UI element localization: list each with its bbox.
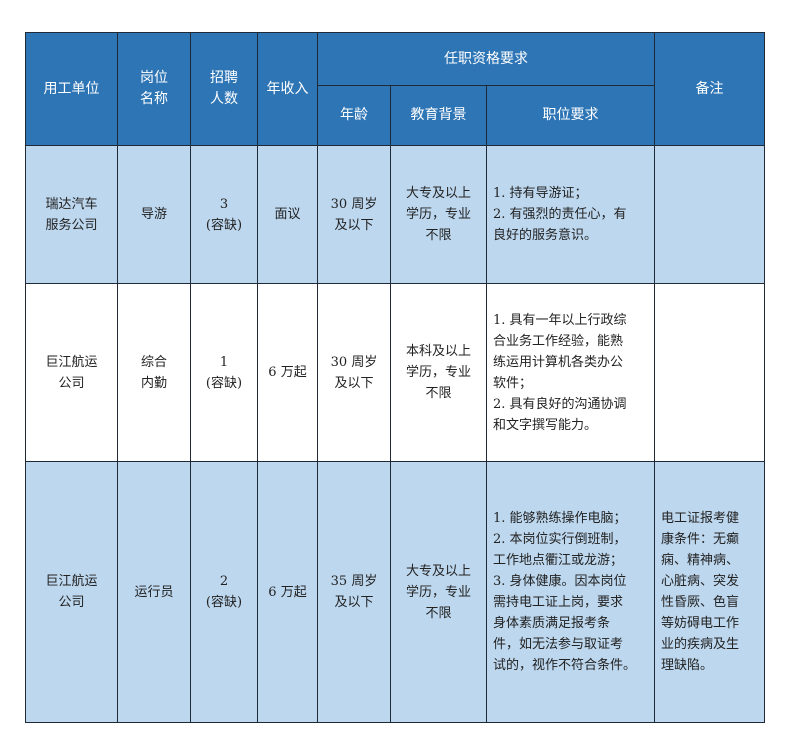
header-count: 招聘 人数 bbox=[190, 32, 258, 146]
header-requirements: 职位要求 bbox=[485, 85, 656, 146]
cell-education: 大专及以上 学历，专业 不限 bbox=[390, 145, 487, 284]
cell-age: 30 周岁 及以下 bbox=[317, 145, 391, 284]
cell-count: 1 (容缺) bbox=[190, 283, 258, 462]
header-qualifications: 任职资格要求 bbox=[316, 32, 656, 86]
cell-unit: 巨江航运 公司 bbox=[25, 461, 118, 723]
cell-notes bbox=[654, 283, 766, 462]
cell-income: 6 万起 bbox=[257, 283, 318, 462]
cell-education: 大专及以上 学历，专业 不限 bbox=[390, 461, 487, 723]
cell-age: 30 周岁 及以下 bbox=[317, 283, 391, 462]
cell-position: 综合 内勤 bbox=[117, 283, 191, 462]
cell-education: 本科及以上 学历，专业 不限 bbox=[390, 283, 487, 462]
cell-income: 面议 bbox=[257, 145, 318, 284]
cell-position: 运行员 bbox=[117, 461, 191, 723]
header-notes: 备注 bbox=[654, 32, 766, 146]
cell-notes: 电工证报考健 康条件：无癫 痫、精神病、 心脏病、突发 性昏厥、色盲 等妨碍电工… bbox=[654, 461, 766, 723]
table-row: 瑞达汽车 服务公司 导游 3 (容缺) 面议 30 周岁 及以下 大专及以上 学… bbox=[25, 145, 766, 284]
cell-unit: 瑞达汽车 服务公司 bbox=[25, 145, 118, 284]
cell-age: 35 周岁 及以下 bbox=[317, 461, 391, 723]
header-education: 教育背景 bbox=[390, 85, 487, 146]
table-row: 巨江航运 公司 运行员 2 (容缺) 6 万起 35 周岁 及以下 大专及以上 … bbox=[25, 461, 766, 723]
cell-requirements: 1. 能够熟练操作电脑； 2. 本岗位实行倒班制， 工作地点衢江或龙游； 3. … bbox=[485, 461, 656, 723]
cell-requirements: 1. 具有一年以上行政综 合业务工作经验，能熟 练运用计算机各类办公 软件； 2… bbox=[485, 283, 656, 462]
cell-income: 6 万起 bbox=[257, 461, 318, 723]
table-row: 巨江航运 公司 综合 内勤 1 (容缺) 6 万起 30 周岁 及以下 本科及以… bbox=[25, 283, 766, 462]
header-age: 年龄 bbox=[317, 85, 391, 146]
cell-position: 导游 bbox=[117, 145, 191, 284]
header-position: 岗位 名称 bbox=[117, 32, 191, 146]
cell-count: 3 (容缺) bbox=[190, 145, 258, 284]
header-unit: 用工单位 bbox=[25, 32, 118, 146]
header-income: 年收入 bbox=[257, 32, 318, 146]
cell-count: 2 (容缺) bbox=[190, 461, 258, 723]
cell-notes bbox=[654, 145, 766, 284]
recruitment-table: 用工单位 岗位 名称 招聘 人数 年收入 任职资格要求 备注 年龄 教育背景 职… bbox=[25, 32, 766, 723]
cell-unit: 巨江航运 公司 bbox=[25, 283, 118, 462]
cell-requirements: 1. 持有导游证； 2. 有强烈的责任心，有 良好的服务意识。 bbox=[485, 145, 656, 284]
